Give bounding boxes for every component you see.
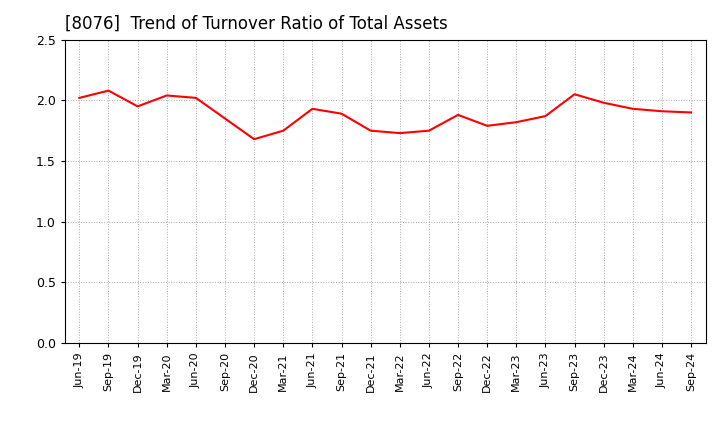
Text: [8076]  Trend of Turnover Ratio of Total Assets: [8076] Trend of Turnover Ratio of Total … <box>65 15 448 33</box>
